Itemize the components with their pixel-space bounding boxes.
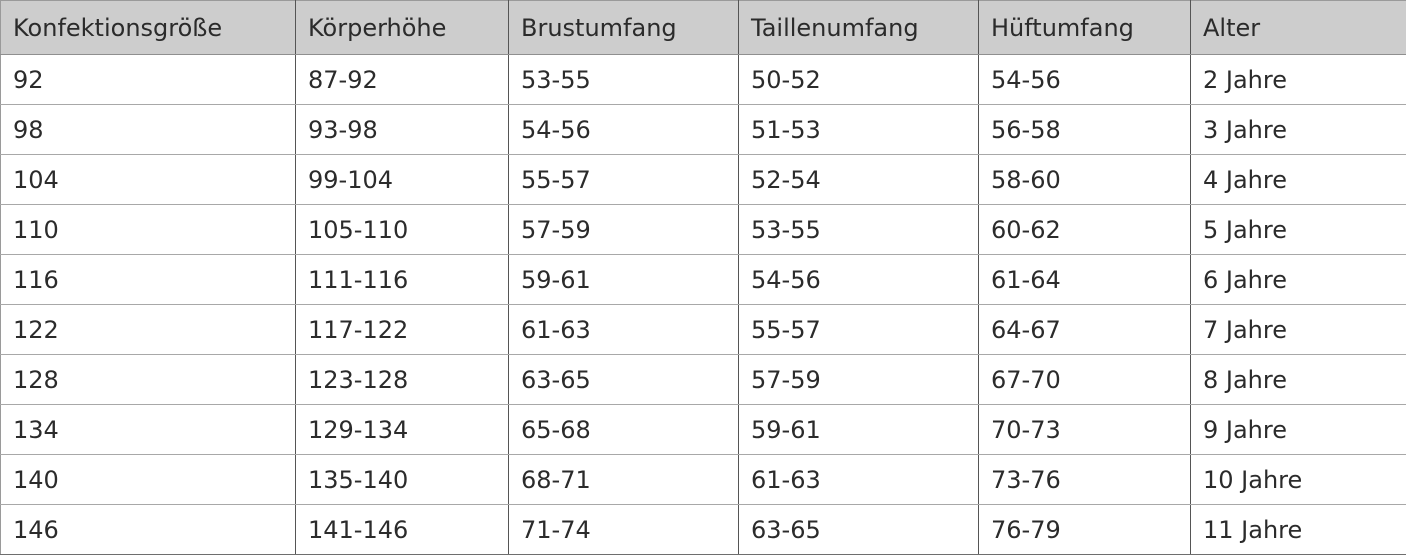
table-cell: 146 bbox=[1, 505, 296, 555]
column-header-hueftumfang: Hüftumfang bbox=[979, 1, 1191, 55]
table-cell: 55-57 bbox=[509, 155, 739, 205]
table-cell: 59-61 bbox=[739, 405, 979, 455]
column-header-koerperhoehe: Körperhöhe bbox=[296, 1, 509, 55]
table-cell: 135-140 bbox=[296, 455, 509, 505]
table-cell: 105-110 bbox=[296, 205, 509, 255]
table-cell: 73-76 bbox=[979, 455, 1191, 505]
table-cell: 53-55 bbox=[739, 205, 979, 255]
table-cell: 8 Jahre bbox=[1191, 355, 1406, 405]
table-cell: 123-128 bbox=[296, 355, 509, 405]
table-cell: 53-55 bbox=[509, 55, 739, 105]
table-cell: 58-60 bbox=[979, 155, 1191, 205]
table-cell: 57-59 bbox=[739, 355, 979, 405]
table-cell: 7 Jahre bbox=[1191, 305, 1406, 355]
table-cell: 61-64 bbox=[979, 255, 1191, 305]
table-cell: 56-58 bbox=[979, 105, 1191, 155]
column-header-taillenumfang: Taillenumfang bbox=[739, 1, 979, 55]
table-cell: 92 bbox=[1, 55, 296, 105]
table-cell: 67-70 bbox=[979, 355, 1191, 405]
table-cell: 50-52 bbox=[739, 55, 979, 105]
table-cell: 140 bbox=[1, 455, 296, 505]
table-cell: 99-104 bbox=[296, 155, 509, 205]
table-cell: 52-54 bbox=[739, 155, 979, 205]
table-cell: 11 Jahre bbox=[1191, 505, 1406, 555]
table-cell: 61-63 bbox=[509, 305, 739, 355]
table-cell: 93-98 bbox=[296, 105, 509, 155]
table-cell: 128 bbox=[1, 355, 296, 405]
table-cell: 122 bbox=[1, 305, 296, 355]
table-cell: 57-59 bbox=[509, 205, 739, 255]
table-cell: 54-56 bbox=[979, 55, 1191, 105]
table-header: Konfektionsgröße Körperhöhe Brustumfang … bbox=[1, 1, 1406, 55]
table-cell: 70-73 bbox=[979, 405, 1191, 455]
table-cell: 87-92 bbox=[296, 55, 509, 105]
table-cell: 61-63 bbox=[739, 455, 979, 505]
table-cell: 98 bbox=[1, 105, 296, 155]
table-cell: 117-122 bbox=[296, 305, 509, 355]
table-cell: 129-134 bbox=[296, 405, 509, 455]
table-cell: 76-79 bbox=[979, 505, 1191, 555]
table-cell: 54-56 bbox=[509, 105, 739, 155]
table-cell: 65-68 bbox=[509, 405, 739, 455]
table-cell: 116 bbox=[1, 255, 296, 305]
table-cell: 68-71 bbox=[509, 455, 739, 505]
table-cell: 104 bbox=[1, 155, 296, 205]
column-header-brustumfang: Brustumfang bbox=[509, 1, 739, 55]
table-cell: 63-65 bbox=[739, 505, 979, 555]
table-cell: 141-146 bbox=[296, 505, 509, 555]
column-header-konfektionsgroesse: Konfektionsgröße bbox=[1, 1, 296, 55]
table-cell: 9 Jahre bbox=[1191, 405, 1406, 455]
table-cell: 59-61 bbox=[509, 255, 739, 305]
table-cell: 51-53 bbox=[739, 105, 979, 155]
table-cell: 2 Jahre bbox=[1191, 55, 1406, 105]
table-cell: 60-62 bbox=[979, 205, 1191, 255]
table-header-row: Konfektionsgröße Körperhöhe Brustumfang … bbox=[1, 1, 1406, 55]
table-cell: 63-65 bbox=[509, 355, 739, 405]
table-cell: 111-116 bbox=[296, 255, 509, 305]
table-cell: 10 Jahre bbox=[1191, 455, 1406, 505]
table-cell: 71-74 bbox=[509, 505, 739, 555]
table-cell: 110 bbox=[1, 205, 296, 255]
table-cell: 5 Jahre bbox=[1191, 205, 1406, 255]
table-cell: 134 bbox=[1, 405, 296, 455]
table-cell: 4 Jahre bbox=[1191, 155, 1406, 205]
table-cell: 64-67 bbox=[979, 305, 1191, 355]
table-cell: 6 Jahre bbox=[1191, 255, 1406, 305]
table-cell: 3 Jahre bbox=[1191, 105, 1406, 155]
table-cell: 55-57 bbox=[739, 305, 979, 355]
column-header-alter: Alter bbox=[1191, 1, 1406, 55]
table-cell: 54-56 bbox=[739, 255, 979, 305]
